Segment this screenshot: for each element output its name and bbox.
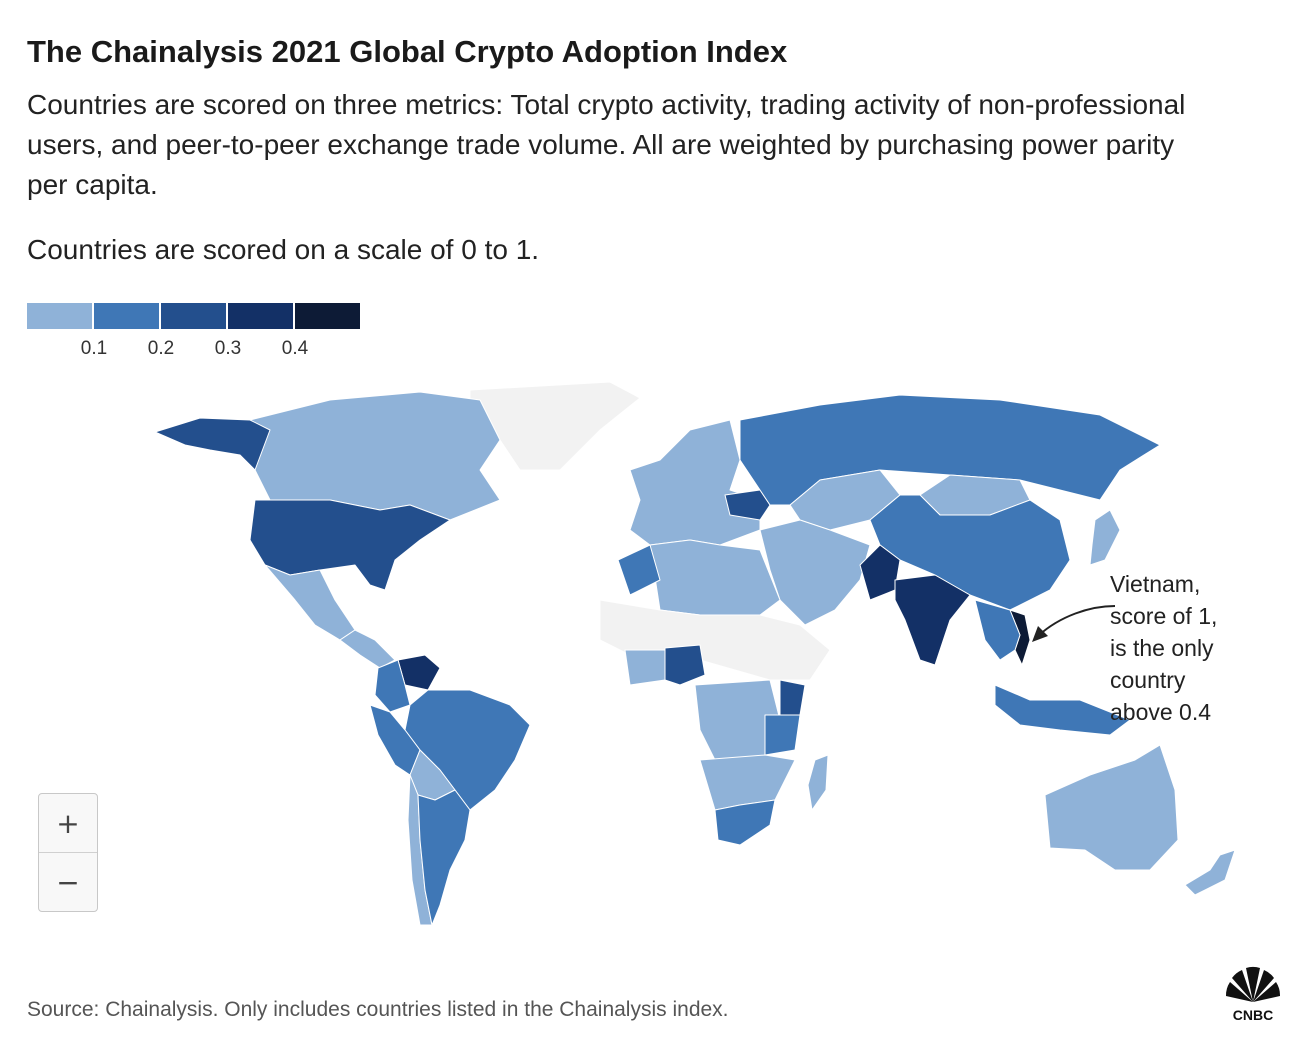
legend-swatch-5 — [295, 303, 360, 329]
region-kenya[interactable] — [779, 679, 806, 721]
region-mexico[interactable] — [264, 564, 356, 641]
legend-labels: 0.1 0.2 0.3 0.4 — [27, 338, 367, 362]
region-morocco[interactable] — [617, 544, 661, 596]
annotation-line-5: above 0.4 — [1110, 699, 1212, 725]
region-alaska[interactable] — [154, 417, 271, 471]
region-japan[interactable] — [1089, 509, 1121, 566]
annotation-line-4: country — [1110, 667, 1186, 693]
region-middle-east[interactable] — [759, 519, 871, 626]
region-china[interactable] — [869, 494, 1071, 611]
region-pakistan[interactable] — [859, 544, 901, 601]
legend-label-3: 0.3 — [214, 338, 242, 359]
legend-label-1: 0.1 — [80, 338, 108, 359]
region-india[interactable] — [894, 574, 971, 666]
region-southern-africa[interactable] — [699, 754, 796, 811]
zoom-in-button[interactable]: + — [39, 794, 97, 852]
region-west-africa[interactable] — [624, 649, 666, 686]
region-argentina[interactable] — [417, 789, 471, 926]
annotation-line-1: Vietnam, — [1110, 571, 1201, 597]
color-legend — [27, 303, 362, 329]
region-southeast-asia[interactable] — [974, 599, 1021, 661]
region-greenland[interactable] — [469, 381, 641, 471]
region-madagascar[interactable] — [807, 754, 829, 811]
zoom-control: + − — [38, 793, 98, 912]
region-tanzania[interactable] — [764, 714, 801, 756]
region-australia[interactable] — [1044, 744, 1179, 871]
annotation-arrow — [1032, 605, 1116, 642]
region-south-africa[interactable] — [714, 799, 776, 846]
region-central-america[interactable] — [339, 629, 396, 669]
region-russia[interactable] — [739, 394, 1161, 506]
region-new-zealand[interactable] — [1184, 849, 1236, 896]
scale-note: Countries are scored on a scale of 0 to … — [27, 234, 540, 265]
zoom-out-button[interactable]: − — [39, 853, 97, 911]
annotation-line-3: is the only — [1110, 635, 1214, 661]
logo-text: CNBC — [1233, 1007, 1273, 1023]
region-indonesia[interactable] — [994, 684, 1131, 736]
legend-swatch-3 — [161, 303, 226, 329]
vietnam-annotation: Vietnam, score of 1, is the only country… — [1110, 568, 1217, 728]
world-map[interactable] — [100, 375, 1290, 955]
legend-label-2: 0.2 — [147, 338, 175, 359]
legend-swatch-4 — [228, 303, 293, 329]
chart-subtitle: Countries are scored on three metrics: T… — [27, 89, 1186, 200]
cnbc-peacock-logo: CNBC — [1225, 966, 1281, 1023]
chart-title: The Chainalysis 2021 Global Crypto Adopt… — [27, 34, 788, 69]
legend-label-4: 0.4 — [281, 338, 309, 359]
region-north-africa[interactable] — [649, 539, 781, 616]
region-nigeria[interactable] — [664, 644, 706, 686]
region-ukraine[interactable] — [724, 489, 771, 521]
source-note: Source: Chainalysis. Only includes count… — [27, 998, 729, 1021]
legend-swatch-1 — [27, 303, 92, 329]
legend-swatch-2 — [94, 303, 159, 329]
annotation-line-2: score of 1, — [1110, 603, 1218, 629]
zoom-divider — [39, 852, 97, 853]
